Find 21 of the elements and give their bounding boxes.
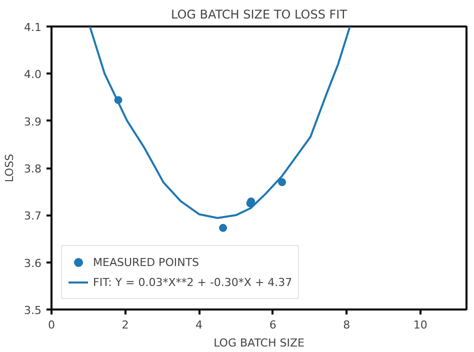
x-tick-label: 6 bbox=[269, 318, 276, 332]
y-tick-label: 4.1 bbox=[24, 21, 42, 34]
x-tick-label: 2 bbox=[122, 318, 129, 332]
point bbox=[219, 224, 228, 232]
chart-title: LOG BATCH SIZE TO LOSS FIT bbox=[170, 8, 348, 22]
point bbox=[278, 178, 286, 186]
legend-label: MEASURED POINTS bbox=[93, 256, 200, 268]
y-tick-label: 3.5 bbox=[24, 304, 42, 317]
legend-label: FIT: Y = 0.03*X**2 + -0.30*X + 4.37 bbox=[93, 276, 292, 288]
line-series bbox=[88, 26, 351, 219]
y-tick-label: 3.6 bbox=[24, 256, 42, 270]
y-tick-label: 3.8 bbox=[24, 162, 42, 176]
y-tick-label: 3.7 bbox=[24, 210, 42, 223]
x-tick-label: 8 bbox=[343, 318, 350, 332]
y-tick-label: 4.0 bbox=[24, 68, 42, 82]
y-axis-title: LOSS bbox=[3, 154, 16, 182]
x-tick-label: 10 bbox=[413, 318, 428, 332]
x-tick-label: 0 bbox=[48, 318, 55, 332]
x-tick-label: 4 bbox=[196, 318, 203, 332]
y-tick-label: 3.9 bbox=[24, 115, 42, 128]
x-axis-title: LOG BATCH SIZE bbox=[214, 336, 304, 350]
